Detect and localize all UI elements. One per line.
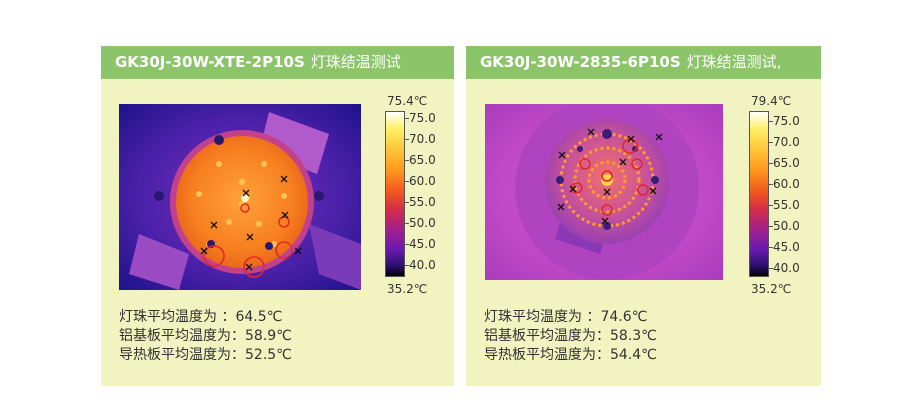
scale-tick: 50.0	[773, 219, 800, 233]
stats-block: 灯珠平均温度为 ：64.5℃ 铝基板平均温度为：58.9℃ 导热板平均温度为：5…	[119, 308, 292, 365]
scale-tick: 50.0	[409, 216, 436, 230]
temperature-scale: 75.4℃ 75.0 70.0 65.0 60.0 55.0 50.0 45.0…	[373, 92, 453, 297]
scale-min-label: 35.2℃	[387, 282, 428, 296]
scale-tick: 40.0	[409, 258, 436, 272]
led-avg-temp: 灯珠平均温度为 ：64.5℃	[119, 309, 283, 325]
scale-max-label: 79.4℃	[751, 94, 792, 108]
scale-tick: 60.0	[773, 177, 800, 191]
scale-tick: 75.0	[773, 114, 800, 128]
scale-max-label: 75.4℃	[387, 94, 428, 108]
aluminum-board-avg-temp: 铝基板平均温度为：58.9℃	[119, 328, 292, 344]
panel-title: GK30J-30W-2835-6P10S 灯珠结温测试,	[466, 46, 821, 79]
scale-tick: 60.0	[409, 174, 436, 188]
scale-tick: 40.0	[773, 261, 800, 275]
led-avg-temp: 灯珠平均温度为 ：74.6℃	[484, 309, 648, 325]
temperature-scale: 79.4℃ 75.0 70.0 65.0 60.0 55.0 50.0 45.0…	[737, 92, 817, 297]
stats-block: 灯珠平均温度为 ：74.6℃ 铝基板平均温度为：58.3℃ 导热板平均温度为：5…	[484, 308, 657, 365]
scale-tick: 45.0	[409, 237, 436, 251]
color-bar	[385, 111, 405, 277]
scale-tick: 65.0	[409, 153, 436, 167]
scale-tick: 45.0	[773, 240, 800, 254]
right-panel: GK30J-30W-2835-6P10S 灯珠结温测试,	[466, 46, 821, 386]
scale-tick: 55.0	[409, 195, 436, 209]
scale-min-label: 35.2℃	[751, 282, 792, 296]
panel-title-cn: 灯珠结温测试,	[686, 53, 782, 71]
panel-title: GK30J-30W-XTE-2P10S 灯珠结温测试	[101, 46, 454, 79]
color-bar	[749, 111, 769, 277]
panel-title-model: GK30J-30W-2835-6P10S	[480, 53, 681, 71]
scale-tick: 55.0	[773, 198, 800, 212]
thermal-plate-avg-temp: 导热板平均温度为：52.5℃	[119, 347, 292, 363]
thermal-plate-avg-temp: 导热板平均温度为：54.4℃	[484, 347, 657, 363]
left-panel: GK30J-30W-XTE-2P10S 灯珠结温测试	[101, 46, 454, 386]
panel-title-cn: 灯珠结温测试	[310, 53, 401, 71]
thermal-image	[119, 104, 361, 290]
panel-title-model: GK30J-30W-XTE-2P10S	[115, 53, 305, 71]
aluminum-board-avg-temp: 铝基板平均温度为：58.3℃	[484, 328, 657, 344]
thermal-image	[485, 104, 723, 280]
scale-tick: 70.0	[409, 132, 436, 146]
scale-tick: 70.0	[773, 135, 800, 149]
scale-tick: 65.0	[773, 156, 800, 170]
scale-tick: 75.0	[409, 111, 436, 125]
